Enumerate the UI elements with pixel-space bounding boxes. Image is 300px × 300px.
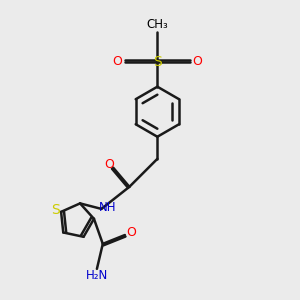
Text: NH: NH (99, 201, 116, 214)
Text: S: S (51, 203, 60, 218)
Text: O: O (113, 55, 122, 68)
Text: O: O (126, 226, 136, 239)
Text: CH₃: CH₃ (146, 18, 168, 32)
Text: H₂N: H₂N (86, 269, 108, 282)
Text: O: O (192, 55, 202, 68)
Text: S: S (153, 55, 162, 69)
Text: O: O (104, 158, 114, 171)
